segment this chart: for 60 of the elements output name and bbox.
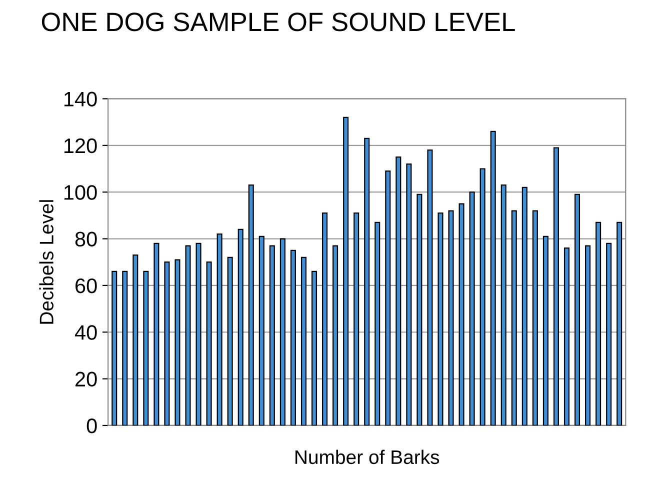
bar — [500, 184, 506, 426]
bar — [143, 270, 149, 426]
y-tick-label: 0 — [86, 418, 97, 434]
y-tick-label: 40 — [74, 325, 97, 340]
bar — [522, 186, 528, 426]
bar — [606, 242, 612, 426]
y-tick-label: 140 — [64, 92, 97, 106]
bar — [154, 242, 160, 426]
bar — [469, 192, 475, 426]
bar — [406, 164, 412, 426]
bar — [332, 245, 338, 426]
bar — [227, 256, 233, 426]
bar — [132, 254, 138, 426]
y-axis-title: Decibels Level — [39, 200, 54, 324]
y-tick-label: 20 — [76, 372, 97, 387]
bar — [322, 212, 328, 426]
bar — [458, 203, 464, 426]
bar — [427, 150, 433, 426]
bar — [438, 212, 444, 426]
bar — [532, 210, 538, 426]
bar — [258, 236, 264, 426]
bar — [280, 238, 286, 426]
bar — [364, 138, 370, 426]
bar — [311, 270, 318, 426]
bar — [216, 234, 222, 426]
y-tick-label: 120 — [64, 138, 97, 154]
bar — [164, 262, 170, 426]
bar — [206, 262, 212, 426]
bar — [511, 210, 517, 426]
bar — [174, 259, 180, 426]
bar — [574, 194, 580, 426]
bar — [112, 270, 118, 426]
bar — [343, 116, 349, 426]
y-tick-label: 60 — [76, 278, 97, 294]
bar — [616, 222, 622, 426]
y-tick-label: 80 — [75, 232, 97, 247]
bar — [490, 130, 496, 426]
bar — [300, 256, 306, 426]
bar — [374, 222, 380, 426]
bar — [196, 242, 202, 426]
bar — [542, 236, 548, 426]
bar — [248, 184, 254, 426]
bar — [553, 147, 559, 426]
y-tick-label: 100 — [64, 185, 97, 200]
bar — [416, 194, 422, 426]
bar — [596, 222, 602, 426]
bar — [290, 250, 296, 426]
chart-title: ONE DOG SAMPLE OF SOUND LEVEL — [42, 12, 515, 32]
bar — [269, 245, 275, 426]
bar — [396, 156, 402, 426]
bar — [448, 210, 454, 426]
x-axis-title: Number of Barks — [296, 450, 440, 464]
bar — [185, 245, 191, 426]
bar — [480, 168, 486, 426]
bar — [354, 212, 360, 426]
bar — [385, 170, 391, 426]
bar — [238, 228, 244, 426]
bar — [564, 248, 570, 426]
bar — [585, 245, 591, 426]
bar — [122, 270, 128, 426]
